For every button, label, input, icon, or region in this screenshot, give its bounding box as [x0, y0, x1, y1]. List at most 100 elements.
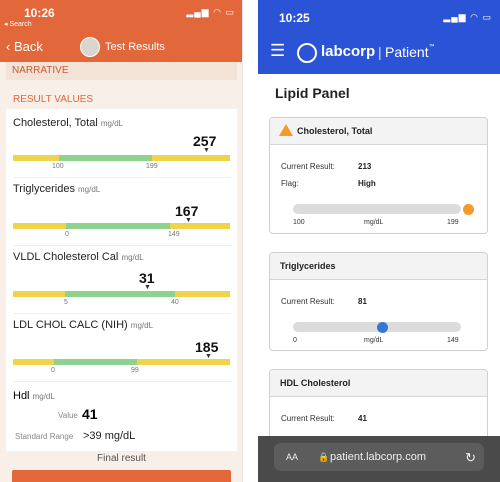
result-unit: mg/dL — [130, 321, 154, 330]
result-name: LDL CHOL CALC (NIH) mg/dL — [13, 319, 154, 331]
result-values-heading: RESULT VALUES — [13, 94, 94, 105]
signal-icon: ▂▄▆ — [186, 7, 210, 17]
labcorp-logo-icon — [297, 43, 317, 63]
result-range-bar — [293, 204, 461, 214]
right-screen: 10:25 ▂▄▆ ◠ ▭ ☰ labcorp | Patient™ Lipid… — [258, 0, 500, 482]
signal-icon: ▂▄▆ — [443, 12, 467, 22]
brand-divider: | — [378, 44, 382, 60]
result-unit: mg/dL — [121, 253, 144, 262]
value-marker-icon: ▼ — [185, 217, 192, 224]
card-header: HDL Cholesterol — [270, 370, 487, 397]
warning-icon — [279, 124, 293, 136]
normal-range — [59, 155, 152, 161]
value-marker-icon: ▼ — [203, 147, 210, 154]
reader-options-button[interactable]: AA — [286, 452, 299, 462]
back-to-search-link[interactable]: ◂ Search — [4, 21, 32, 28]
hdl-value-label: Value — [58, 411, 78, 420]
range-low: 100 — [293, 219, 305, 226]
normal-range — [54, 359, 137, 365]
portal-name: Patient™ — [385, 44, 435, 60]
right-navbar: ☰ labcorp | Patient™ — [258, 32, 500, 74]
current-result-value: 213 — [358, 162, 372, 171]
result-unit: mg/dL — [78, 185, 101, 194]
value-marker-icon: ▼ — [144, 284, 151, 291]
current-result-label: Current Result: — [281, 414, 335, 423]
narrative-section[interactable]: NARRATIVE — [6, 62, 237, 80]
wifi-icon: ◠ — [470, 12, 479, 22]
range-high: 99 — [131, 367, 139, 374]
chevron-left-icon: ‹ — [6, 39, 11, 54]
flag-label: Flag: — [281, 179, 299, 188]
divider — [13, 313, 231, 314]
result-value: 31 — [139, 270, 155, 286]
lock-icon: 🔒 — [318, 452, 330, 462]
page-title: Test Results — [105, 41, 165, 53]
card-header: Cholesterol, Total — [270, 118, 487, 145]
current-result-value: 81 — [358, 297, 367, 306]
standard-range-value: >39 mg/dL — [83, 430, 136, 442]
divider — [13, 177, 231, 178]
brand-name: labcorp — [321, 43, 376, 60]
card-title: HDL Cholesterol — [280, 378, 351, 388]
result-card-triglycerides[interactable]: Triglycerides Current Result: 81 0 mg/dL… — [269, 252, 488, 351]
left-status-icons: ▂▄▆ ◠ ▭ — [186, 7, 235, 18]
current-result-value: 41 — [358, 414, 367, 423]
range-low: 5 — [64, 299, 68, 306]
browser-toolbar: AA 🔒 patient.labcorp.com ↻ — [258, 436, 500, 482]
divider — [13, 381, 231, 382]
url-bar[interactable]: AA 🔒 patient.labcorp.com ↻ — [274, 443, 484, 471]
range-high: 199 — [146, 163, 158, 170]
flag-value: High — [358, 179, 376, 188]
result-value: 257 — [193, 133, 217, 149]
range-low: 0 — [65, 231, 69, 238]
result-card-cholesterol[interactable]: Cholesterol, Total Current Result: 213 F… — [269, 117, 488, 234]
range-bar — [13, 291, 230, 297]
normal-range — [66, 223, 170, 229]
left-screen: 10:26 ◂ Search ▂▄▆ ◠ ▭ ‹ Back Test Resul… — [0, 0, 243, 482]
result-marker-icon — [377, 322, 388, 333]
card-title: Triglycerides — [280, 261, 336, 271]
battery-icon: ▭ — [482, 12, 492, 22]
back-label: Back — [13, 39, 43, 54]
left-navbar: ‹ Back Test Results — [0, 32, 242, 62]
wifi-icon: ◠ — [213, 7, 222, 17]
final-result-status: Final result — [97, 453, 146, 464]
result-values-card — [6, 109, 237, 451]
current-result-label: Current Result: — [281, 162, 335, 171]
bottom-action-button[interactable] — [12, 470, 231, 482]
right-status-bar: 10:25 ▂▄▆ ◠ ▭ — [258, 0, 500, 32]
range-unit: mg/dL — [364, 219, 384, 226]
range-bar — [13, 223, 230, 229]
right-status-icons: ▂▄▆ ◠ ▭ — [443, 12, 492, 23]
range-bar — [13, 359, 230, 365]
result-value: 185 — [195, 339, 219, 355]
range-low: 0 — [293, 337, 297, 344]
range-high: 199 — [447, 219, 459, 226]
hdl-unit: mg/dL — [32, 392, 55, 401]
result-marker-icon — [463, 204, 474, 215]
current-result-label: Current Result: — [281, 297, 335, 306]
range-low: 100 — [52, 163, 64, 170]
reload-icon[interactable]: ↻ — [465, 450, 476, 465]
right-time: 10:25 — [279, 11, 310, 25]
avatar — [80, 37, 100, 57]
url-text: patient.labcorp.com — [330, 451, 426, 463]
divider — [13, 245, 231, 246]
back-button[interactable]: ‹ Back — [6, 39, 43, 54]
result-name: Triglycerides mg/dL — [13, 183, 101, 195]
result-name: Cholesterol, Total mg/dL — [13, 117, 124, 129]
range-low: 0 — [51, 367, 55, 374]
menu-icon[interactable]: ☰ — [270, 41, 286, 60]
battery-icon: ▭ — [225, 7, 235, 17]
page-title: Lipid Panel — [275, 85, 350, 101]
hdl-result-name: Hdl mg/dL — [13, 390, 55, 402]
range-high: 149 — [168, 231, 180, 238]
result-unit: mg/dL — [100, 119, 124, 128]
range-bar — [13, 155, 230, 161]
trademark: ™ — [428, 44, 435, 50]
card-title: Cholesterol, Total — [297, 126, 373, 136]
range-high: 149 — [447, 337, 459, 344]
card-header: Triglycerides — [270, 253, 487, 280]
range-high: 40 — [171, 299, 179, 306]
left-time: 10:26 — [24, 6, 55, 20]
